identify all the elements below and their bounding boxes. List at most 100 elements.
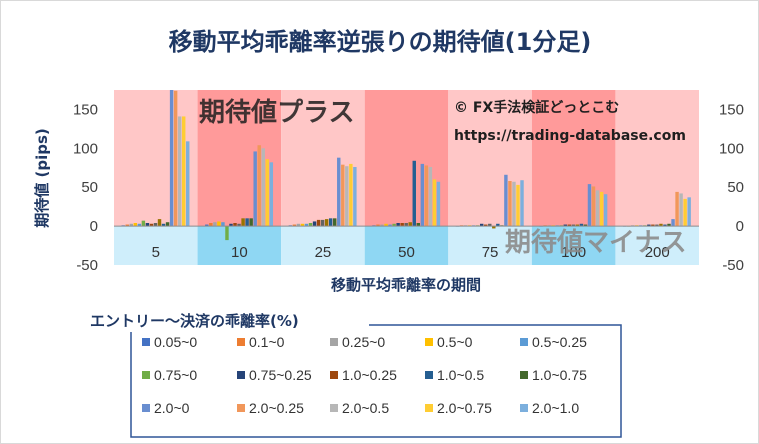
legend-label-0.05~0: 0.05~0 <box>154 334 197 350</box>
bar-0.5~0.25-5 <box>137 223 142 227</box>
category-label-50: 50 <box>398 244 415 261</box>
bar-1.0~0.75-25 <box>324 219 329 227</box>
x-axis-title: 移動平均乖離率の期間 <box>331 276 481 294</box>
bar-2.0~0.5-50 <box>428 167 433 227</box>
bar-2.0~0.25-75 <box>508 181 512 227</box>
bar-0.25~0-50 <box>380 224 384 227</box>
bar-0.75~0.25-5 <box>145 223 150 227</box>
bar-1.0~0.75-75 <box>492 226 496 229</box>
legend-swatch-0.5~0.25 <box>520 338 528 346</box>
band-minus-100 <box>531 226 616 265</box>
y-tick-left-0: 0 <box>90 218 98 235</box>
legend-swatch-0.75~0 <box>142 371 150 379</box>
legend-label-0.1~0: 0.1~0 <box>249 334 285 350</box>
band-minus-75 <box>448 226 532 265</box>
bar-1.0~0.25-25 <box>316 219 321 227</box>
bars-group <box>114 90 699 241</box>
category-label-25: 25 <box>315 244 332 261</box>
legend-label-0.5~0.25: 0.5~0.25 <box>532 334 587 350</box>
bar-2.0~0.5-25 <box>345 166 349 227</box>
bar-0.75~0.25-75 <box>479 223 484 227</box>
bar-0.25~0-5 <box>129 223 134 227</box>
bar-2.0~0.25-50 <box>424 165 429 227</box>
legend-label-2.0~1.0: 2.0~1.0 <box>532 400 579 416</box>
category-label-100: 100 <box>561 244 586 261</box>
bar-2.0~0.5-75 <box>512 181 516 227</box>
bar-1.0~0.75b-200 <box>667 223 671 227</box>
bar-1.0~0.5b-50 <box>412 160 416 227</box>
legend-swatch-2.0~0.25 <box>237 404 245 412</box>
bar-2.0~0.75-50 <box>432 179 437 227</box>
bar-2.0~0.5-5 <box>177 116 182 227</box>
bar-0.1~0-5 <box>125 224 129 227</box>
bar-2.0~0.25-200 <box>675 191 679 227</box>
bar-2.0~0.5-100 <box>595 190 600 227</box>
bar-2.0~1.0-200 <box>687 197 691 227</box>
legend-label-0.75~0.25: 0.75~0.25 <box>249 367 312 383</box>
y-tick-left-50: 50 <box>81 179 98 196</box>
band-minus-25 <box>281 226 365 265</box>
legend-box <box>130 324 622 438</box>
bar-0.75~0.25-200 <box>647 224 651 227</box>
bar-2.0~0-50 <box>420 163 425 227</box>
credit-line-1: © FX手法検証どっとこむ <box>454 99 619 116</box>
background-bands <box>114 90 699 265</box>
band-minus-50 <box>364 226 449 265</box>
bar-0.5~0-10 <box>217 221 221 227</box>
bar-1.0~0.5b-10 <box>245 218 249 227</box>
bar-0.75~0.25-10 <box>229 223 233 227</box>
bar-1.0~0.5-200 <box>655 224 659 227</box>
bar-2.0~0.25-5 <box>173 90 178 227</box>
bar-2.0~0.25-100 <box>591 186 596 227</box>
bar-0.05~0-10 <box>205 224 209 227</box>
bar-2.0~0-200 <box>671 219 675 227</box>
bar-1.0~0.75-5 <box>157 219 162 227</box>
bar-1.0~0.5-75 <box>488 223 492 227</box>
bar-0.5~0.25-25 <box>304 223 309 227</box>
bar-1.0~0.75-10 <box>241 218 245 227</box>
bar-1.0~0.25-10 <box>233 223 237 227</box>
bar-1.0~0.25-200 <box>651 224 655 227</box>
bar-1.0~0.5-25 <box>320 219 325 227</box>
y-tick-left--50: -50 <box>76 257 98 274</box>
legend-swatch-1.0~0.5 <box>425 371 433 379</box>
bar-0.1~0-50 <box>376 224 380 227</box>
chart-title: 移動平均乖離率逆張りの期待値(1分足) <box>169 28 592 56</box>
bar-2.0~1.0-25 <box>353 167 357 227</box>
bar-2.0~1.0-50 <box>436 181 441 227</box>
legend-label-0.5~0: 0.5~0 <box>437 334 473 350</box>
credit-line-2: https://trading-database.com <box>454 128 686 144</box>
bar-2.0~0-25 <box>337 157 341 227</box>
bar-2.0~1.0-5 <box>186 141 190 227</box>
banner-plus: 期待値プラス <box>199 98 354 128</box>
bar-1.0~0.5-10 <box>237 223 241 227</box>
legend-label-1.0~0.75: 1.0~0.75 <box>532 367 587 383</box>
bar-0.75~0-25 <box>308 223 313 227</box>
bar-2.0~0.5-200 <box>679 193 683 227</box>
bar-1.0~0.75-200 <box>659 223 663 227</box>
bar-1.0~0.5b-5 <box>161 223 166 227</box>
legend-label-2.0~0.25: 2.0~0.25 <box>249 400 304 416</box>
legend-swatch-0.75~0.25 <box>237 371 245 379</box>
bar-0.25~0-25 <box>296 223 301 227</box>
bar-1.0~0.75b-50 <box>416 223 421 227</box>
legend-swatch-0.1~0 <box>237 338 245 346</box>
bar-0.1~0-10 <box>209 223 213 227</box>
bar-0.25~0-10 <box>213 222 217 227</box>
bar-1.0~0.5b-75 <box>496 223 500 227</box>
legend-title-bg <box>87 306 369 332</box>
bar-0.75~0-5 <box>141 220 146 227</box>
legend-label-1.0~0.25: 1.0~0.25 <box>342 367 397 383</box>
category-label-10: 10 <box>231 244 248 261</box>
bar-1.0~0.25-100 <box>567 224 572 227</box>
bar-0.75~0-50 <box>392 223 396 227</box>
legend-swatch-0.25~0 <box>330 338 338 346</box>
legend-title: エントリー～決済の乖離率(%) <box>90 312 299 330</box>
category-label-200: 200 <box>645 244 670 261</box>
bar-1.0~0.5b-100 <box>579 223 584 227</box>
bar-2.0~0-10 <box>253 151 257 227</box>
bar-0.1~0-25 <box>292 224 297 227</box>
legend-label-2.0~0.5: 2.0~0.5 <box>342 400 389 416</box>
